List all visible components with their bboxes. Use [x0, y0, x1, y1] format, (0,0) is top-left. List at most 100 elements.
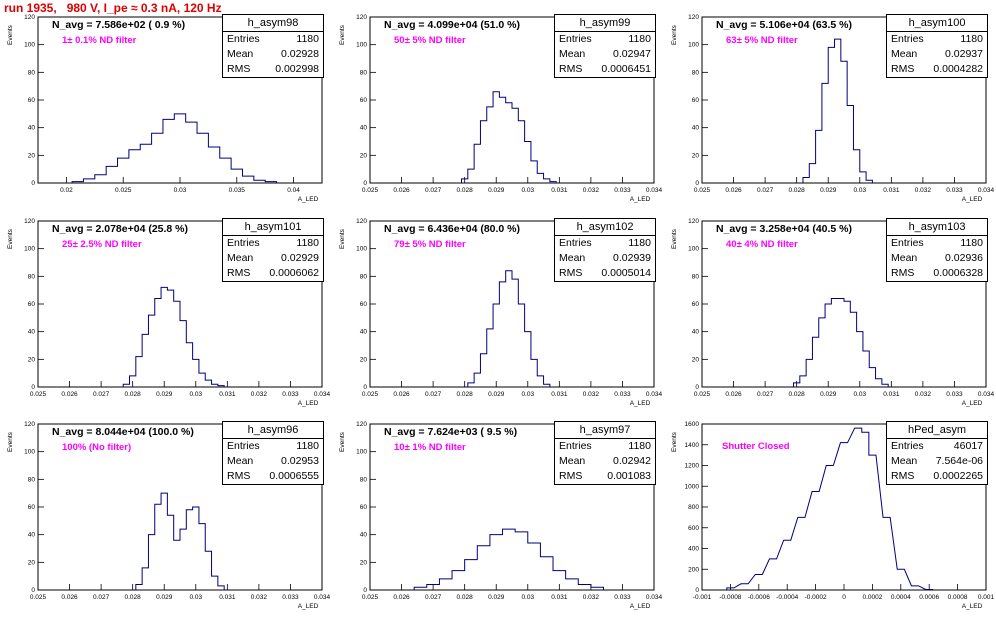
histogram-bin	[167, 290, 173, 387]
histogram-bin	[819, 318, 825, 387]
y-tick-label: 40	[360, 329, 368, 336]
stats-mean-row: Mean 0.02937	[887, 47, 987, 62]
stats-rms-row: RMS 0.0004282	[887, 62, 987, 77]
x-tick-label: 0.031	[551, 391, 568, 398]
histogram-bin	[186, 510, 192, 590]
stats-entries-value: 1180	[296, 440, 319, 452]
stats-rms-label: RMS	[227, 470, 251, 482]
histogram-plot: 0 20 40 60 80 100 120 0.02 0.025 0.03 0.035 0.04 Eve…	[7, 14, 323, 203]
histogram-bin	[844, 301, 850, 387]
x-tick-label: 0.029	[156, 594, 173, 601]
stats-mean-value: 0.02942	[613, 455, 651, 467]
navg-label: N_avg = 2.078e+04 (25.8 %)	[52, 223, 189, 235]
x-tick-label: 0.034	[978, 391, 994, 398]
stats-mean-row: Mean 0.02928	[223, 47, 323, 62]
y-tick-label: 20	[28, 356, 36, 363]
x-tick-label: 0.028	[457, 594, 474, 601]
y-tick-label: 120	[688, 218, 699, 225]
y-tick-label: 120	[356, 421, 367, 428]
histogram-bin	[152, 133, 163, 183]
histogram-bin	[544, 179, 550, 183]
histogram-plot: 0 20 40 60 80 100 120 0.025 0.026 0.027 0.028 0.029…	[339, 218, 662, 407]
stats-box: h_asym100 Entries 1180 Mean 0.02937 RMS 0.0004…	[886, 14, 988, 78]
x-tick-label: 0.027	[93, 594, 110, 601]
stats-box: h_asym96 Entries 1180 Mean 0.02953 RMS 0.00065…	[222, 421, 324, 485]
stats-entries-value: 1180	[628, 440, 651, 452]
nd-filter-label: 100% (No filter)	[62, 442, 132, 453]
y-tick-label: 0	[363, 180, 367, 187]
histogram-bin	[525, 332, 531, 387]
x-tick-label: 0.033	[946, 187, 963, 194]
stats-entries-value: 1180	[628, 237, 651, 249]
x-tick-label: 0.027	[757, 391, 774, 398]
y-axis-label: Events	[671, 228, 678, 249]
histogram-bin	[540, 557, 553, 590]
histogram-bin	[161, 287, 167, 387]
stats-histogram-name: h_asym98	[223, 15, 323, 32]
histogram-bin	[487, 107, 493, 183]
stats-entries-label: Entries	[891, 440, 924, 452]
y-tick-label: 100	[688, 42, 699, 49]
stats-rms-value: 0.0002265	[933, 470, 983, 482]
x-axis-label: A_LED	[962, 196, 983, 203]
histogram-line	[135, 492, 225, 590]
stats-rms-row: RMS 0.0006451	[555, 62, 655, 77]
histogram-bin	[474, 373, 480, 387]
stats-rms-value: 0.0004282	[933, 63, 983, 75]
x-tick-label: 0.026	[725, 391, 742, 398]
histogram-panel-h_asym99: 0 20 40 60 80 100 120 0.025 0.026 0.027 0.028 0.029…	[332, 14, 662, 221]
navg-label: N_avg = 6.436e+04 (80.0 %)	[384, 223, 521, 235]
histogram-bin	[537, 376, 543, 387]
x-tick-label: 0.028	[789, 187, 806, 194]
x-tick-label: 0.0008	[948, 594, 968, 601]
y-tick-label: 80	[28, 273, 36, 280]
stats-histogram-name: hPed_asym	[887, 422, 987, 439]
histogram-bin	[831, 298, 837, 387]
histogram-bin	[840, 443, 847, 590]
x-tick-label: 0.027	[93, 391, 110, 398]
y-tick-label: 120	[356, 218, 367, 225]
x-tick-label: -0.0006	[748, 594, 770, 601]
nd-filter-label: 50± 5% ND filter	[394, 35, 466, 46]
x-tick-label: 0.032	[583, 594, 600, 601]
stats-entries-label: Entries	[891, 237, 924, 249]
histogram-bin	[822, 83, 828, 183]
y-tick-label: 40	[28, 125, 36, 132]
stats-rms-row: RMS 0.0006555	[223, 469, 323, 484]
x-tick-label: 0.0002	[862, 594, 882, 601]
stats-box: h_asym103 Entries 1180 Mean 0.02936 RMS 0.0006…	[886, 218, 988, 282]
x-tick-label: 0.034	[314, 391, 330, 398]
x-tick-label: 0.027	[757, 187, 774, 194]
y-tick-label: 40	[28, 532, 36, 539]
x-axis-label: A_LED	[630, 603, 651, 610]
x-tick-label: 0.029	[488, 187, 505, 194]
x-tick-label: 0.03	[853, 187, 866, 194]
x-tick-label: 0.032	[251, 594, 268, 601]
histogram-bin	[180, 321, 186, 387]
stats-rms-value: 0.0006555	[269, 470, 319, 482]
x-tick-label: 0.028	[457, 187, 474, 194]
histogram-bin	[186, 343, 192, 387]
x-tick-label: 0.033	[282, 391, 299, 398]
histogram-bin	[136, 584, 142, 590]
histogram-bin	[853, 150, 859, 183]
y-tick-label: 120	[688, 14, 699, 21]
y-tick-label: 20	[28, 559, 36, 566]
x-tick-label: 0.026	[393, 594, 410, 601]
x-tick-label: 0.033	[614, 594, 631, 601]
histogram-bin	[174, 114, 185, 183]
y-tick-label: 100	[24, 449, 35, 456]
x-tick-label: 0.03	[189, 391, 202, 398]
histogram-bin	[208, 147, 219, 183]
x-tick-label: 0.028	[125, 391, 142, 398]
stats-mean-value: 0.02937	[945, 48, 983, 60]
x-axis-label: A_LED	[962, 400, 983, 407]
x-tick-label: 0.032	[583, 391, 600, 398]
stats-rms-value: 0.0006328	[933, 267, 983, 279]
y-tick-label: 80	[28, 69, 36, 76]
y-tick-label: 100	[688, 246, 699, 253]
x-tick-label: 0.031	[219, 594, 236, 601]
histogram-bin	[142, 334, 148, 387]
x-tick-label: 0.027	[425, 391, 442, 398]
